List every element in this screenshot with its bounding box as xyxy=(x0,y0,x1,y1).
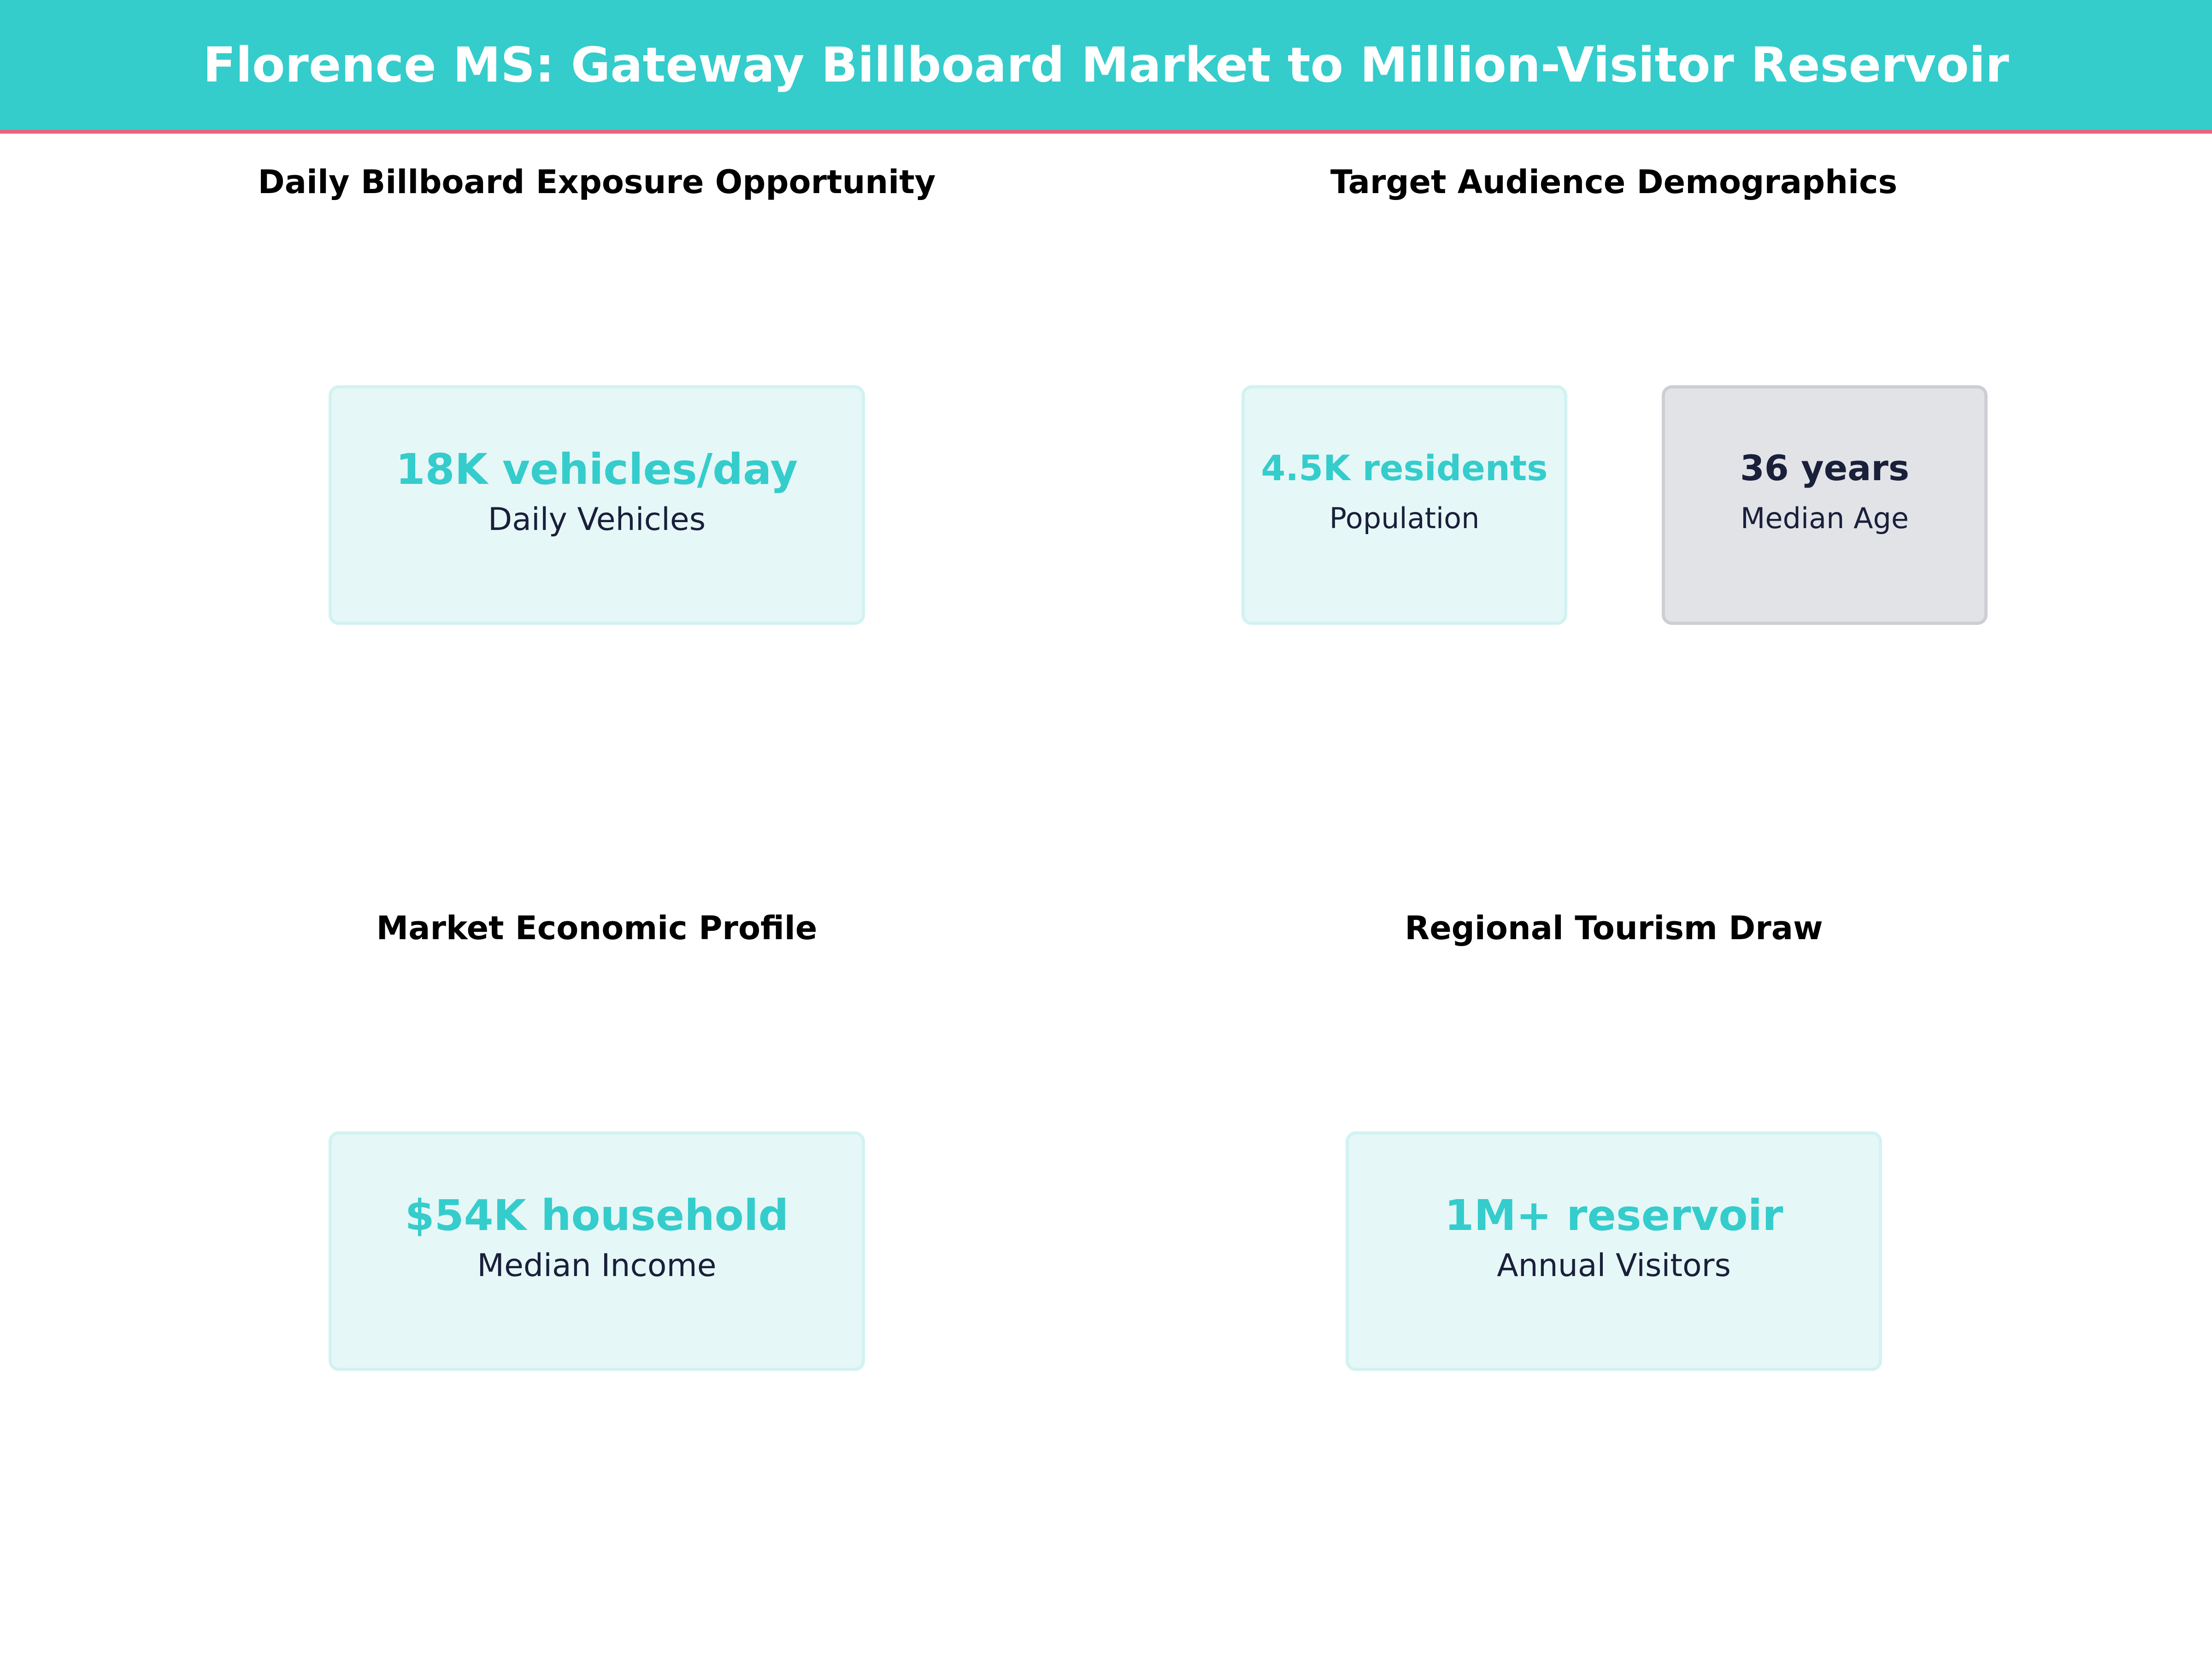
metric-value: 18K vehicles/day xyxy=(395,445,798,494)
section-title-exposure: Daily Billboard Exposure Opportunity xyxy=(258,163,936,201)
metric-card-median-age: 36 years Median Age xyxy=(1662,385,1988,625)
metric-label: Population xyxy=(1329,501,1480,535)
metric-value: 1M+ reservoir xyxy=(1444,1191,1783,1240)
metric-card-population: 4.5K residents Population xyxy=(1241,385,1567,625)
section-title-economic: Market Economic Profile xyxy=(376,909,818,947)
section-title-demographics: Target Audience Demographics xyxy=(1330,163,1898,201)
metric-label: Median Age xyxy=(1740,501,1909,535)
page-header: Florence MS: Gateway Billboard Market to… xyxy=(0,0,2212,134)
metric-value: 4.5K residents xyxy=(1261,447,1548,488)
metric-label: Daily Vehicles xyxy=(488,501,706,538)
metric-card-daily-vehicles: 18K vehicles/day Daily Vehicles xyxy=(329,385,865,625)
metric-card-annual-visitors: 1M+ reservoir Annual Visitors xyxy=(1346,1131,1882,1371)
metric-card-median-income: $54K household Median Income xyxy=(329,1131,865,1371)
metric-value: $54K household xyxy=(405,1191,789,1240)
metric-label: Median Income xyxy=(477,1247,717,1284)
page-title: Florence MS: Gateway Billboard Market to… xyxy=(203,37,2009,93)
metric-value: 36 years xyxy=(1740,447,1910,488)
metric-label: Annual Visitors xyxy=(1497,1247,1731,1284)
section-title-tourism: Regional Tourism Draw xyxy=(1405,909,1823,947)
